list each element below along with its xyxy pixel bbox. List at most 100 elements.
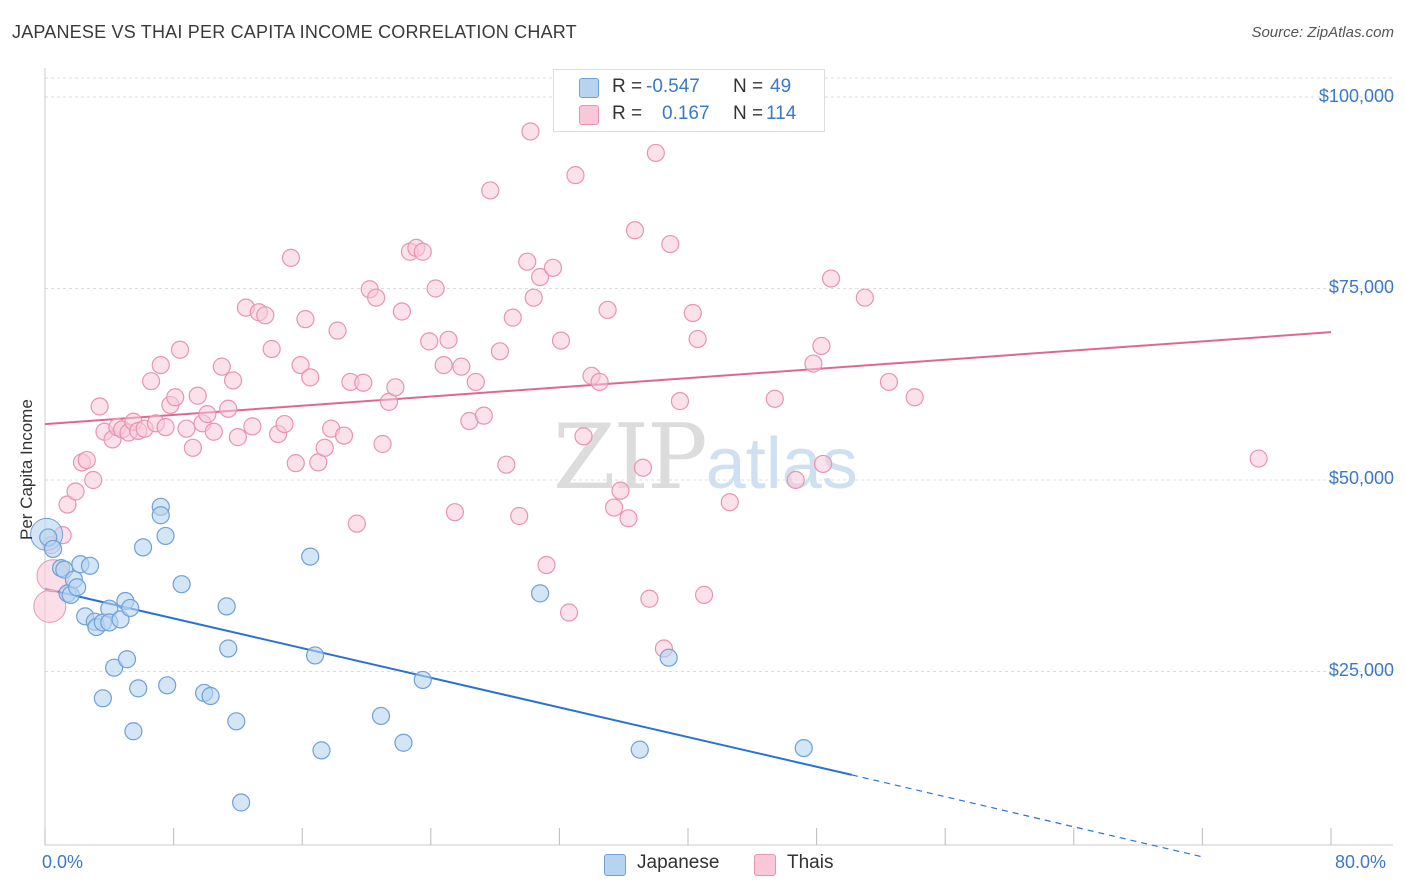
legend-row-japanese: R = -0.547 N = 49 (554, 73, 824, 101)
point-thais (291, 356, 310, 375)
x-tick-label-max: 80.0% (1335, 852, 1387, 872)
point-thais (619, 509, 638, 528)
point-japanese (217, 597, 236, 616)
point-thais (328, 321, 347, 340)
point-thais (151, 356, 170, 375)
point-japanese (43, 539, 63, 559)
bottom-legend-label-thais: Thais (787, 852, 834, 873)
point-japanese (129, 679, 148, 698)
point-thais (646, 143, 665, 163)
legend-n-label: N = (733, 76, 764, 97)
stats-legend: R = -0.547 N = 49 R = 0.167 N = 114 (553, 69, 825, 132)
point-thais (434, 356, 453, 375)
point-thais (813, 454, 833, 474)
point-thais (262, 339, 281, 359)
watermark: ZIPatlas (553, 405, 858, 510)
point-thais (275, 414, 294, 434)
point-thais (301, 368, 320, 387)
point-thais (281, 248, 301, 267)
point-thais (452, 357, 471, 376)
point-thais (315, 438, 334, 457)
point-thais (490, 342, 510, 361)
trendline-thais (44, 331, 1332, 426)
point-thais (1249, 449, 1268, 468)
point-thais (481, 181, 500, 200)
source-credit: Source: ZipAtlas.com (1251, 24, 1394, 41)
point-japanese (117, 650, 137, 669)
trendline-japanese (44, 587, 853, 776)
point-thais (228, 428, 247, 447)
point-thais (58, 495, 77, 514)
point-japanese (794, 738, 813, 758)
point-thais (334, 426, 354, 445)
point-thais (198, 405, 217, 424)
point-thais (354, 373, 373, 392)
point-japanese (232, 793, 251, 812)
point-thais (156, 418, 175, 437)
point-japanese (371, 706, 391, 726)
point-japanese (124, 722, 143, 741)
point-thais (518, 252, 537, 271)
watermark-zip: ZIP (553, 405, 708, 510)
point-japanese (394, 733, 413, 752)
point-thais (765, 389, 784, 408)
legend-n-value-thais: 114 (766, 103, 797, 124)
point-thais (243, 417, 262, 436)
point-thais (426, 279, 445, 298)
point-japanese (201, 686, 220, 706)
point-thais (879, 372, 899, 392)
point-thais (66, 482, 85, 501)
point-thais (256, 306, 275, 325)
point-japanese (312, 741, 331, 760)
point-thais (633, 458, 653, 477)
point-thais (812, 336, 831, 356)
point-japanese (93, 689, 112, 708)
point-japanese (413, 670, 432, 690)
point-thais (786, 470, 805, 490)
point-thais (855, 288, 874, 307)
point-thais (170, 340, 190, 359)
point-thais (640, 589, 659, 608)
point-japanese (105, 658, 124, 677)
point-thais (688, 329, 707, 349)
y-axis-label: Per Capita Income (17, 399, 36, 540)
x-tick-label-min: 0.0% (42, 852, 84, 872)
legend-swatch-japanese (579, 78, 599, 98)
point-thais (821, 269, 841, 288)
point-japanese (121, 598, 140, 618)
point-thais (386, 378, 405, 397)
point-thais (670, 392, 690, 411)
point-thais (204, 422, 223, 441)
point-thais (497, 455, 516, 474)
y-tick-label-75000: $75,000 (1328, 277, 1394, 297)
point-japanese (68, 578, 87, 597)
point-japanese (219, 639, 238, 658)
point-japanese (630, 740, 649, 759)
point-thais (559, 603, 579, 622)
point-japanese (531, 584, 550, 603)
point-thais (551, 331, 571, 350)
point-thais (166, 388, 185, 407)
point-japanese (301, 547, 320, 566)
point-thais (223, 371, 243, 390)
point-thais (286, 454, 305, 473)
point-thais (296, 310, 315, 329)
point-thais (367, 288, 386, 307)
point-thais (445, 503, 465, 522)
point-thais (598, 300, 617, 320)
point-thais (543, 258, 563, 277)
legend-r-value-japanese: -0.547 (646, 76, 700, 97)
point-thais (188, 386, 207, 405)
point-thais (77, 450, 96, 470)
point-japanese (305, 646, 325, 665)
point-thais (212, 357, 231, 376)
point-thais (537, 555, 556, 575)
point-thais (90, 397, 109, 416)
point-thais (531, 267, 550, 287)
point-thais (524, 288, 543, 307)
point-thais (611, 481, 630, 500)
point-thais (141, 372, 161, 391)
point-thais (683, 303, 702, 323)
legend-r-label: R = (612, 103, 643, 124)
